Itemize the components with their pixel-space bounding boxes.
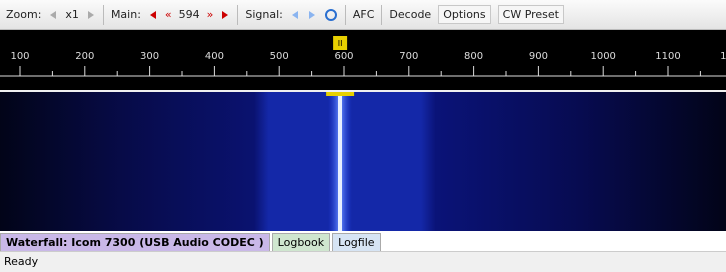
marker-label: II [338,39,343,48]
main-up-button[interactable] [220,10,230,20]
main-label: Main: [111,8,141,21]
toolbar: Zoom: x1 Main: « 594 » Signal: AFC Decod… [0,0,726,30]
zoom-in-button[interactable] [86,10,96,20]
signal-label: Signal: [245,8,283,21]
separator [345,5,346,25]
tick-label: 700 [399,51,418,62]
separator [381,5,382,25]
options-button[interactable]: Options [438,5,490,24]
status-bar: Ready [0,251,726,272]
tick-label: 1200 [720,51,726,62]
tick-label: 500 [270,51,289,62]
tab-bar: Waterfall: Icom 7300 (USB Audio CODEC ) … [0,231,726,251]
tick-label: 1000 [590,51,615,62]
tick-label: 900 [529,51,548,62]
tick-label: 1100 [655,51,680,62]
signal-trace [338,92,342,231]
waterfall-display [0,92,726,231]
zoom-out-button[interactable] [48,10,58,20]
signal-prev-button[interactable] [290,10,300,20]
tick-label: 400 [205,51,224,62]
bandwidth-bar [326,92,354,96]
waterfall-tab[interactable]: Waterfall: Icom 7300 (USB Audio CODEC ) [0,233,270,251]
waterfall: 100 200 300 400 500 600 700 800 900 1000 1100 1200 I… [0,30,726,231]
signal-next-button[interactable] [307,10,317,20]
tick-label: 600 [334,51,353,62]
afc-button[interactable]: AFC [353,8,375,21]
decode-button[interactable]: Decode [389,8,431,21]
separator [103,5,104,25]
cw-preset-button[interactable]: CW Preset [498,5,564,24]
zoom-value: x1 [65,8,79,21]
ruler-background [0,30,726,90]
tick-label: 100 [10,51,29,62]
main-freq: 594 [179,8,200,21]
tick-label: 200 [75,51,94,62]
main-fast-up[interactable]: » [207,8,214,21]
main-down-button[interactable] [148,10,158,20]
zoom-label: Zoom: [6,8,41,21]
separator [237,5,238,25]
signal-sync-button[interactable] [324,8,338,22]
logbook-tab[interactable]: Logbook [272,233,330,251]
tick-label: 300 [140,51,159,62]
logfile-tab[interactable]: Logfile [332,233,380,251]
main-fast-down[interactable]: « [165,8,172,21]
tick-label: 800 [464,51,483,62]
app-window: Zoom: x1 Main: « 594 » Signal: AFC Decod… [0,0,726,272]
